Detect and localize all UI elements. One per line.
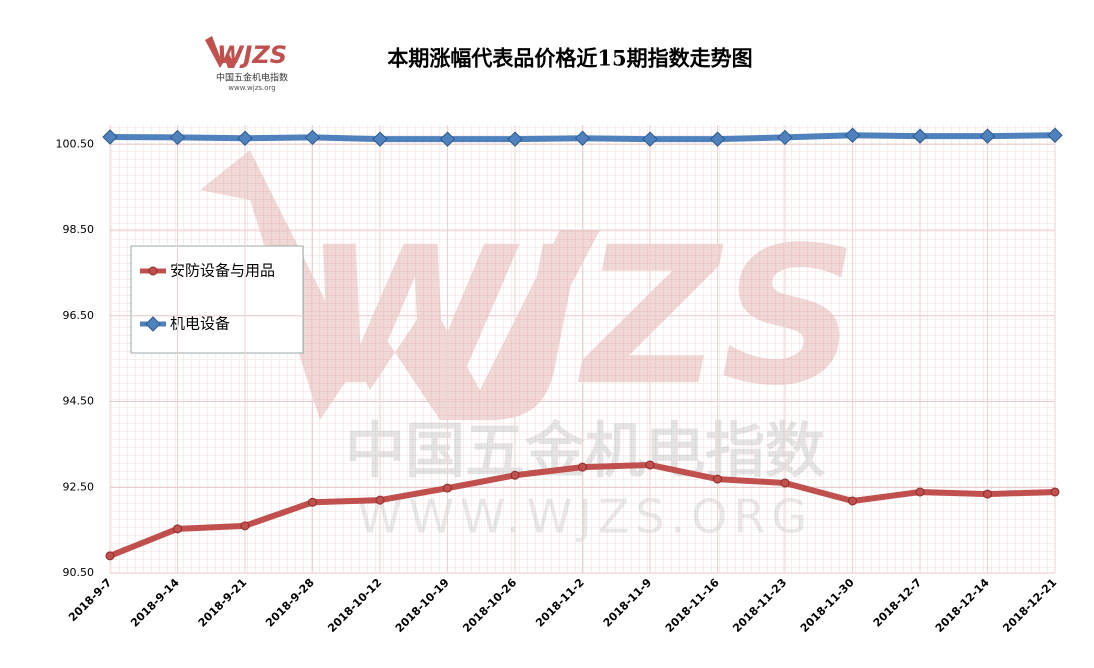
marker (372, 131, 388, 147)
marker (1050, 487, 1060, 497)
x-tick-label: 2018-9-28 (263, 576, 317, 630)
marker (169, 129, 186, 146)
marker (105, 551, 115, 561)
y-tick-label: 94.50 (63, 395, 95, 408)
marker (240, 521, 250, 531)
marker (777, 129, 793, 146)
x-tick-label: 2018-10-12 (325, 576, 384, 635)
marker (507, 131, 523, 147)
marker (915, 487, 925, 497)
x-tick-label: 2018-12-14 (933, 576, 992, 635)
x-tick-label: 2018-10-19 (393, 576, 452, 635)
logo-caption: 中国五金机电指数 (216, 72, 288, 84)
y-tick-label: 100.50 (56, 137, 95, 150)
marker (709, 131, 726, 147)
marker (844, 127, 861, 143)
x-tick-label: 2018-9-7 (66, 576, 114, 624)
chart-title: 本期涨幅代表品价格近15期指数走势图 (387, 46, 752, 71)
marker (443, 483, 452, 493)
marker (102, 129, 118, 145)
marker (642, 131, 658, 147)
x-tick-label: 2018-11-2 (533, 576, 587, 630)
x-tick-label: 2018-10-26 (460, 576, 519, 635)
marker (510, 470, 520, 480)
marker (145, 316, 161, 332)
x-tick-label: 2018-11-16 (663, 576, 722, 635)
marker (979, 128, 996, 144)
x-tick-label: 2018-11-30 (798, 576, 857, 635)
y-tick-label: 90.50 (63, 566, 95, 579)
y-tick-label: 98.50 (63, 223, 95, 236)
marker (848, 496, 857, 506)
marker (308, 497, 317, 507)
marker (237, 130, 253, 146)
x-tick-label: 2018-9-14 (128, 576, 182, 630)
marker (713, 474, 722, 484)
marker (983, 489, 992, 499)
marker (375, 495, 385, 505)
x-tick-label: 2018-11-23 (730, 576, 789, 635)
x-tick-label: 2018-11-9 (601, 576, 655, 630)
logo-brand: WJZS (217, 41, 287, 69)
legend-box (130, 245, 304, 354)
watermark-brand: WJZS (303, 206, 858, 427)
marker (304, 129, 321, 146)
x-tick-label: 2018-12-21 (1000, 576, 1059, 635)
legend-label: 机电设备 (170, 315, 230, 333)
watermark-url: WWW.WJZS.ORG (357, 490, 813, 544)
marker (780, 478, 790, 488)
marker (645, 460, 655, 470)
marker (578, 462, 587, 472)
watermark-caption: 中国五金机电指数 (345, 417, 825, 487)
y-tick-label: 92.50 (63, 480, 95, 493)
marker (439, 131, 456, 147)
marker (1047, 127, 1063, 143)
x-tick-label: 2018-9-21 (196, 576, 250, 630)
marker (173, 524, 182, 534)
marker (912, 128, 928, 144)
logo-url: www.wjzs.org (228, 84, 275, 92)
logo: WJZS 中国五金机电指数 www.wjzs.org (205, 36, 288, 92)
x-tick-label: 2018-12-7 (871, 576, 925, 630)
y-tick-label: 96.50 (63, 309, 95, 322)
marker (148, 266, 158, 276)
legend-label: 安防设备与用品 (170, 262, 275, 280)
marker (574, 130, 591, 146)
